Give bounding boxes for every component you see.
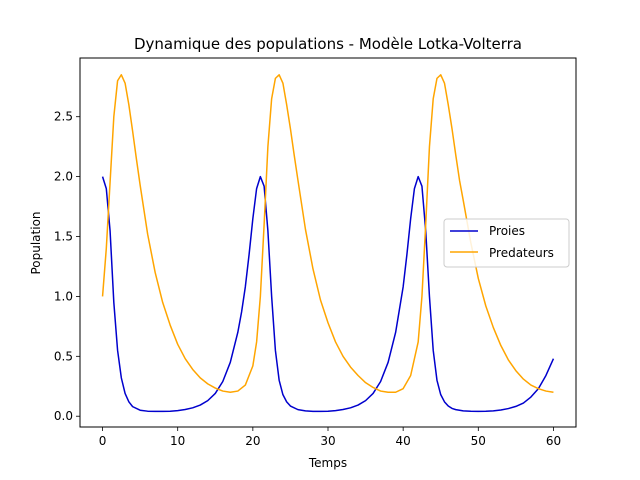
x-axis-label: Temps (308, 456, 347, 470)
x-tick-label: 30 (320, 434, 335, 448)
x-tick-label: 40 (396, 434, 411, 448)
y-tick-label: 1.0 (54, 289, 73, 303)
x-tick-label: 50 (471, 434, 486, 448)
x-tick-label: 10 (170, 434, 185, 448)
y-tick-label: 1.5 (54, 230, 73, 244)
legend: Proies Predateurs (443, 218, 570, 268)
y-axis-label: Population (29, 211, 43, 274)
x-tick-label: 60 (546, 434, 561, 448)
y-tick-label: 0.0 (54, 409, 73, 423)
legend-label-proies: Proies (489, 224, 525, 238)
y-tick-label: 0.5 (54, 349, 73, 363)
legend-label-predateurs: Predateurs (489, 246, 554, 260)
series-line-proies (101, 175, 555, 413)
series-line-predateurs (101, 74, 554, 394)
x-tick-label: 0 (99, 434, 107, 448)
y-axis-ticks: 0.0 0.5 1.0 1.5 2.0 2.5 (54, 110, 80, 423)
chart-title: Dynamique des populations - Modèle Lotka… (134, 35, 522, 53)
plot-lines (101, 74, 555, 413)
x-axis-ticks: 0 10 20 30 40 50 60 (99, 427, 561, 448)
y-tick-label: 2.5 (54, 110, 73, 124)
y-tick-label: 2.0 (54, 170, 73, 184)
x-tick-label: 20 (245, 434, 260, 448)
